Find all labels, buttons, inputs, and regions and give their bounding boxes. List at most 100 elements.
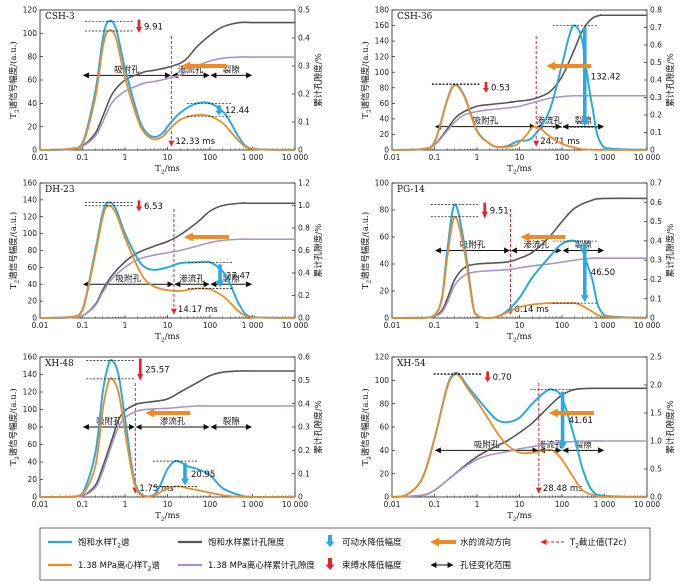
y2-axis-label: 累计孔隙度/%	[313, 400, 324, 453]
chart-panels: 0.01 0.1 1 10 100 1 000 10 000T2/ms02040608010…	[8, 6, 676, 523]
y-axis-label: T2谱信号幅度/(a.u.)	[8, 388, 21, 465]
zone-label: 吸附孔	[114, 64, 140, 75]
y2-tick-label: 0	[650, 146, 655, 155]
series-sat-t2	[39, 201, 296, 319]
y-tick-label: 120	[375, 52, 390, 61]
x-tick-label: 1 000	[594, 153, 616, 162]
legend-item: 可动水降低幅度	[325, 535, 402, 548]
y-tick-label: 60	[27, 440, 37, 449]
legend-swatch	[430, 537, 456, 547]
x-axis-label: T2/ms	[507, 511, 532, 523]
x-tick-label: 10	[515, 153, 525, 162]
chart-title: DH-23	[45, 185, 75, 195]
legend-label: 1.38 MPa离心样T2谱	[78, 560, 160, 573]
y-tick-label: 80	[379, 399, 389, 408]
movable-water-drop-value: 27.47	[226, 271, 250, 281]
bound-water-drop-value: 9.91	[144, 22, 163, 32]
x-tick-label: 0.1	[429, 153, 441, 162]
series-sat-cum	[40, 370, 295, 498]
movable-water-drop-arrow	[216, 264, 224, 288]
y-tick-label: 100	[23, 405, 38, 414]
y-tick-label: 20	[379, 469, 389, 478]
legend-item: 水的流动方向	[430, 537, 511, 548]
y2-tick-label: 0.1	[298, 469, 310, 478]
zone-label: 渗流孔	[536, 116, 562, 127]
series-cen-t2	[39, 29, 296, 151]
zone-label: 渗流孔	[523, 240, 549, 251]
legend-label: T2截止值(T2c)	[569, 537, 626, 550]
x-tick-label: 100	[555, 500, 570, 509]
movable-water-drop-value: 46.50	[591, 268, 615, 278]
x-tick-label: 0.01	[32, 153, 49, 162]
bound-water-drop-value: 25.57	[145, 366, 169, 376]
legend-label: 1.38 MPa离心样累计孔隙度	[208, 560, 315, 571]
y-tick-label: 40	[379, 260, 389, 269]
y-tick-label: 60	[27, 263, 37, 272]
series-sat-t2	[391, 24, 648, 151]
t2-cutoff-label: 12.33 ms	[175, 137, 215, 147]
bound-water-drop-arrow	[137, 358, 144, 381]
y2-tick-label: 0.7	[650, 179, 662, 188]
y2-tick-label: 0	[298, 493, 303, 502]
y-tick-label: 80	[27, 423, 37, 432]
y-tick-label: 80	[27, 52, 37, 61]
x-tick-label: 1 000	[242, 321, 264, 330]
y-tick-label: 120	[375, 353, 390, 362]
y2-tick-label: 0.4	[298, 269, 310, 278]
series-cen-cum	[40, 405, 295, 498]
y2-tick-label: 0.2	[298, 90, 310, 99]
y2-tick-label: 0.6	[650, 198, 662, 207]
movable-water-drop-arrow	[215, 105, 224, 116]
x-tick-label: 100	[203, 500, 218, 509]
y-tick-label: 100	[23, 229, 38, 238]
legend-item: 饱和水样累计孔隙度	[178, 537, 285, 548]
movable-water-drop-value: 132.42	[591, 73, 621, 83]
x-tick-label: 1	[123, 321, 128, 330]
x-tick-label: 0.01	[32, 500, 49, 509]
movable-water-drop-arrow	[580, 243, 589, 303]
legend-label: 水的流动方向	[460, 537, 511, 548]
series-sat-t2	[392, 203, 648, 319]
y2-axis-label: 累计孔隙度/%	[665, 400, 676, 453]
series-cen-cum	[391, 94, 647, 151]
legend-label: 饱和水样T2谱	[78, 537, 130, 550]
chart-title: XH-54	[397, 359, 426, 369]
chart-panel-xh-54: 0.01 0.1 1 10 100 1 000 10 000 T2/ms 0 20 40 60 80 10…	[360, 353, 676, 523]
y2-tick-label: 0.3	[298, 62, 310, 71]
chart-panel-dh-23: 0.01 0.1 1 10 100 1 000 10 000 T2/ms 0 20 40 60 80 10…	[8, 179, 324, 344]
x-tick-label: 100	[555, 321, 570, 330]
t2-cutoff-label: 1.75 ms	[139, 484, 174, 494]
series-cen-cum	[391, 440, 647, 498]
y2-tick-label: 0.3	[298, 423, 310, 432]
water-flow-direction-arrow	[548, 408, 594, 418]
chart-panel-pg-14: 0.01 0.1 1 10 100 1 000 10 000 T2/ms 0 20 40 60 80 10…	[360, 179, 676, 344]
y-tick-label: 40	[379, 446, 389, 455]
x-tick-label: 1	[123, 153, 128, 162]
movable-water-drop-arrow	[580, 27, 589, 127]
x-tick-label: 100	[203, 153, 218, 162]
y-tick-label: 40	[27, 280, 37, 289]
y-tick-label: 100	[375, 179, 390, 188]
y-tick-label: 20	[379, 130, 389, 139]
x-tick-label: 0.1	[429, 321, 441, 330]
x-tick-label: 10 000	[634, 321, 660, 330]
water-flow-direction-arrow	[181, 61, 227, 71]
legend-box	[39, 527, 651, 581]
y2-tick-label: 0.1	[650, 128, 662, 137]
y2-tick-label: 0.8	[298, 224, 310, 233]
zone-label: 吸附孔	[96, 416, 122, 427]
movable-water-drop-arrow	[558, 391, 567, 450]
y2-tick-label: 0.7	[650, 23, 662, 32]
y2-tick-label: 0.3	[650, 256, 662, 265]
x-tick-label: 1 000	[594, 321, 616, 330]
y-tick-label: 40	[27, 458, 37, 467]
y-tick-label: 20	[27, 475, 37, 484]
y-tick-label: 80	[379, 206, 389, 215]
series-sat-cum	[39, 21, 295, 151]
series-sat-cum	[391, 387, 647, 498]
legend-item: T2截止值(T2c)	[540, 537, 626, 550]
y-tick-label: 20	[27, 297, 37, 306]
zone-label: 裂隙	[223, 64, 241, 75]
y-tick-label: 80	[27, 246, 37, 255]
water-flow-direction-arrow	[183, 232, 229, 242]
